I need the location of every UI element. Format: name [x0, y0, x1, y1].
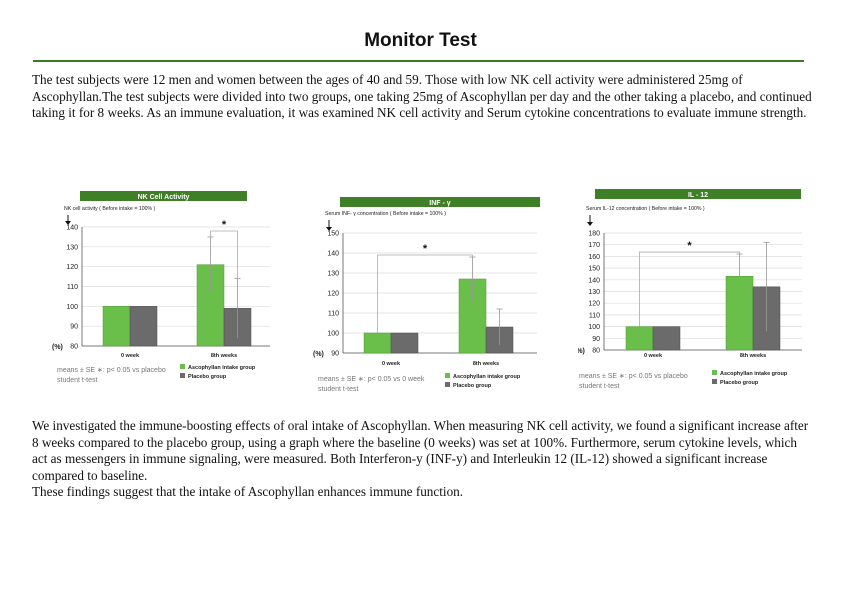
y-tick-label: 110 [67, 284, 78, 291]
y-axis-arrowhead [587, 222, 593, 226]
y-tick-label: 140 [327, 251, 339, 258]
y-tick-label: 180 [588, 231, 600, 238]
y-tick-label: 150 [327, 231, 339, 238]
chart-header-bar [340, 197, 540, 207]
y-tick-label: 100 [66, 304, 78, 311]
y-axis-label: NK cell activity ( Before intake = 100% … [64, 206, 156, 212]
chart-header-bar [80, 191, 247, 201]
y-tick-label: 90 [331, 351, 339, 358]
unit-label: (%) [578, 348, 585, 355]
legend-label: Placebo group [720, 380, 759, 386]
y-tick-label: 100 [588, 324, 600, 331]
title-divider [33, 60, 804, 62]
conclusion-text: We investigated the immune-boosting effe… [32, 418, 809, 483]
significance-bracket [639, 251, 740, 327]
y-tick-label: 130 [588, 289, 600, 296]
bar-ascophyllan [102, 306, 131, 347]
y-tick-label: 150 [588, 266, 600, 273]
y-tick-label: 100 [327, 331, 339, 338]
legend-swatch [180, 364, 185, 369]
y-tick-label: 110 [328, 311, 339, 318]
legend-swatch [445, 373, 450, 378]
footnote-test: student t-test [318, 386, 359, 393]
nk-cell-activity-chart: NK Cell Activity NK cell activity ( Befor… [52, 191, 270, 384]
il-12-chart: IL - 12 Serum IL-12 concentration ( Befor… [578, 189, 802, 390]
y-axis-label: Serum INF- γ concentration ( Before inta… [325, 211, 446, 217]
footnote-stats: means ± SE ∗: p< 0.05 vs 0 week [318, 376, 425, 383]
bar-ascophyllan [625, 326, 654, 351]
y-tick-label: 90 [592, 336, 600, 343]
legend-label: Ascophyllan intake group [453, 374, 521, 380]
legend-swatch [712, 379, 717, 384]
bar-ascophyllan [363, 332, 392, 354]
y-tick-label: 130 [327, 271, 339, 278]
conclusion-paragraph: We investigated the immune-boosting effe… [32, 418, 812, 501]
significance-marker: * [222, 219, 227, 231]
y-tick-label: 90 [70, 324, 78, 331]
x-tick-label: 8th weeks [740, 353, 766, 359]
chart-title: IL - 12 [688, 192, 708, 199]
bar-placebo [129, 306, 158, 347]
significance-marker: * [423, 243, 428, 255]
y-tick-label: 170 [588, 242, 600, 249]
footnote-stats: means ± SE ∗: p< 0.05 vs placebo [57, 367, 166, 374]
legend-label: Ascophyllan intake group [188, 365, 256, 371]
legend-label: Placebo group [453, 383, 492, 389]
legend-label: Placebo group [188, 374, 227, 380]
legend-label: Ascophyllan intake group [720, 371, 788, 377]
conclusion-summary: These findings suggest that the intake o… [32, 484, 464, 499]
bar-placebo [390, 332, 419, 354]
intro-paragraph: The test subjects were 12 men and women … [32, 72, 812, 120]
inf-gamma-chart: INF - γ Serum INF- γ concentration ( Befo… [313, 197, 540, 393]
legend-swatch [180, 373, 185, 378]
footnote-stats: means ± SE ∗: p< 0.05 vs placebo [579, 373, 688, 380]
y-tick-label: 160 [588, 254, 600, 261]
y-axis-label: Serum IL-12 concentration ( Before intak… [586, 206, 705, 212]
y-tick-label: 120 [327, 291, 339, 298]
x-tick-label: 0 week [121, 353, 140, 359]
y-tick-label: 130 [66, 244, 78, 251]
footnote-test: student t-test [57, 377, 98, 384]
unit-label: (%) [52, 344, 63, 351]
x-tick-label: 8th weeks [473, 361, 499, 367]
bar-placebo [652, 326, 681, 351]
y-tick-label: 80 [592, 348, 600, 355]
significance-bracket [210, 230, 238, 305]
page-title: Monitor Test [364, 30, 477, 51]
y-axis-arrowhead [65, 221, 71, 225]
x-tick-label: 0 week [382, 361, 401, 367]
significance-marker: * [687, 240, 692, 252]
significance-bracket [377, 254, 473, 333]
y-tick-label: 120 [588, 301, 600, 308]
y-tick-label: 120 [66, 264, 78, 271]
x-tick-label: 0 week [644, 353, 663, 359]
legend-swatch [445, 382, 450, 387]
chart-title: NK Cell Activity [138, 194, 190, 201]
y-tick-label: 140 [66, 225, 78, 232]
y-axis-arrowhead [326, 227, 332, 231]
x-tick-label: 8th weeks [211, 353, 237, 359]
y-tick-label: 80 [70, 344, 78, 351]
chart-title: INF - γ [429, 200, 450, 207]
unit-label: (%) [313, 351, 324, 358]
y-tick-label: 110 [589, 312, 600, 319]
y-tick-label: 140 [588, 277, 600, 284]
footnote-test: student t-test [579, 383, 620, 390]
chart-header-bar [595, 189, 801, 199]
legend-swatch [712, 370, 717, 375]
